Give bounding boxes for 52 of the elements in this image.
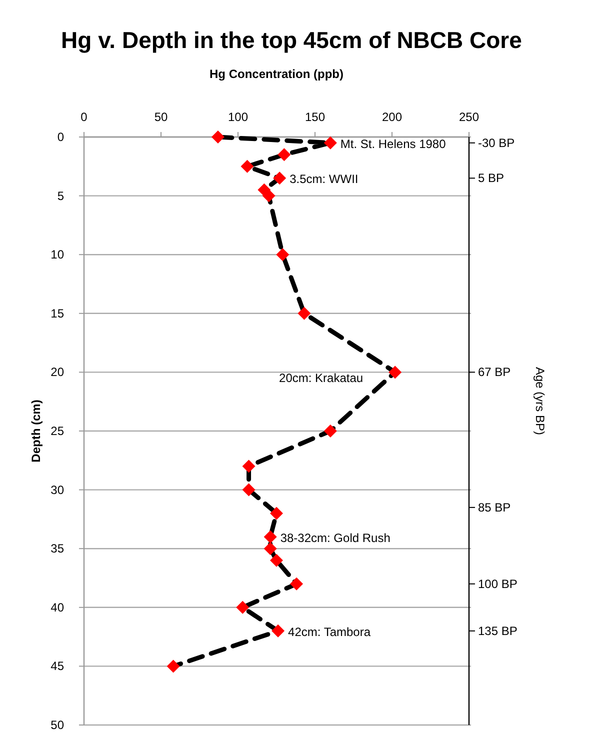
point bbox=[166, 660, 180, 673]
y-tick-label: 0 bbox=[57, 130, 64, 144]
point bbox=[272, 624, 285, 638]
point bbox=[298, 306, 311, 320]
point bbox=[276, 248, 290, 262]
y-tick-label: 45 bbox=[50, 659, 64, 674]
y-tick-label: 15 bbox=[50, 306, 64, 320]
point bbox=[388, 366, 402, 379]
x-tick-label: 150 bbox=[304, 110, 326, 124]
point bbox=[270, 554, 283, 567]
ref-line-label: 135 BP bbox=[478, 624, 518, 638]
x-tick-label: 0 bbox=[80, 110, 88, 124]
x-tick-label: 50 bbox=[154, 110, 168, 124]
annotation: 3.5cm: WWII bbox=[290, 172, 358, 186]
chart-title: Hg v. Depth in the top 45cm of NBCB Core bbox=[61, 27, 522, 53]
x-tick-label: 250 bbox=[458, 110, 480, 124]
ref-line-label: 85 BP bbox=[478, 500, 511, 514]
x-axis-title: Hg Concentration (ppb) bbox=[210, 67, 344, 81]
ref-line-label: 100 BP bbox=[478, 576, 518, 591]
point bbox=[236, 600, 250, 614]
y-tick-label: 10 bbox=[50, 248, 64, 262]
point bbox=[262, 189, 276, 202]
point bbox=[278, 148, 291, 162]
y-tick-label: 50 bbox=[50, 718, 64, 732]
annotation: 20cm: Krakatau bbox=[279, 371, 364, 386]
point bbox=[290, 577, 304, 590]
point bbox=[211, 130, 224, 144]
point bbox=[270, 506, 283, 520]
x-tick-label: 100 bbox=[228, 110, 248, 124]
point bbox=[324, 424, 337, 438]
point bbox=[273, 172, 286, 185]
point bbox=[324, 136, 337, 150]
annotation: 38-32cm: Gold Rush bbox=[280, 530, 390, 545]
y-tick-label: 25 bbox=[50, 424, 64, 438]
y-tick-label: 30 bbox=[50, 482, 64, 497]
annotation: Mt. St. Helens 1980 bbox=[340, 136, 446, 151]
point bbox=[264, 530, 277, 544]
ref-line-label: 5 BP bbox=[478, 171, 504, 186]
point bbox=[264, 542, 277, 556]
y-tick-label: 20 bbox=[50, 365, 64, 380]
point bbox=[240, 160, 254, 173]
ref-line-label: -30 BP bbox=[478, 136, 515, 150]
y-axis-title: Depth (cm) bbox=[29, 400, 43, 462]
x-tick-label: 200 bbox=[382, 110, 402, 124]
ref-line-label: 67 BP bbox=[478, 365, 511, 380]
point bbox=[242, 460, 256, 473]
y-tick-label: 5 bbox=[57, 188, 64, 203]
point bbox=[242, 483, 256, 496]
y-tick-label: 35 bbox=[50, 542, 64, 556]
y2-axis-title: Age (yrs BP) bbox=[533, 366, 547, 436]
annotation: 42cm: Tambora bbox=[288, 624, 371, 639]
y-tick-label: 40 bbox=[50, 600, 64, 614]
